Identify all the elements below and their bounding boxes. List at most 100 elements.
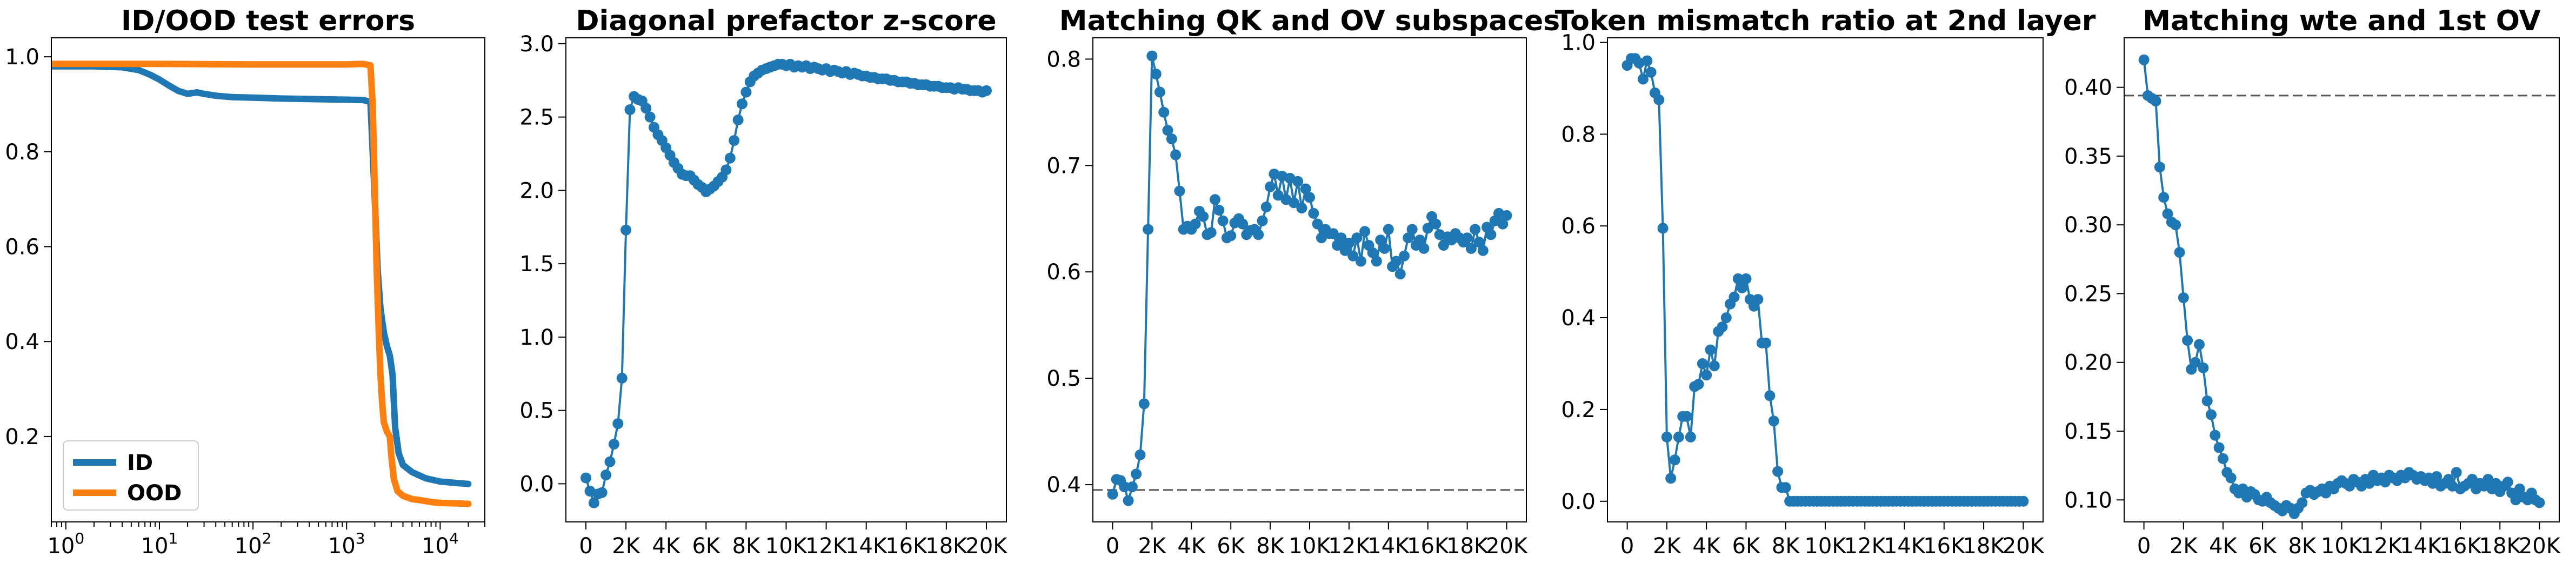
x-tick-label: 14K [2400, 534, 2442, 559]
data-point [1497, 218, 1509, 230]
data-point [640, 103, 652, 114]
data-point [1119, 481, 1130, 492]
data-point [1732, 273, 1744, 284]
data-point [737, 98, 748, 110]
x-tick-label: 10K [765, 534, 808, 559]
x-tick-label: 20K [2519, 534, 2561, 559]
axes-frame [565, 37, 1007, 522]
plot-area [51, 61, 472, 507]
data-point [1260, 202, 1272, 213]
data-point [2154, 162, 2165, 173]
y-tick-label: 1.0 [519, 325, 554, 350]
data-point [1709, 360, 1720, 372]
y-tick-label: 3.0 [519, 32, 554, 57]
data-point [644, 111, 656, 123]
data-point [1316, 232, 1327, 244]
data-point [1501, 210, 1512, 221]
data-point [720, 164, 732, 176]
data-point [1406, 224, 1418, 235]
x-tick-label: 102 [235, 529, 272, 559]
data-point [2138, 54, 2150, 65]
x-tick-label: 2K [1653, 534, 1681, 559]
data-point [1752, 294, 1764, 305]
data-point [1383, 224, 1394, 235]
data-point [2210, 430, 2221, 441]
axes-frame [2124, 37, 2560, 522]
data-point [1737, 282, 1748, 293]
x-tick-label: 2K [2170, 534, 2198, 559]
x-tick-exponent: 1 [169, 529, 178, 547]
x-tick-exponent: 2 [262, 529, 272, 547]
data-point [2213, 442, 2225, 453]
data-point [1308, 207, 1319, 219]
x-tick-label: 4K [1177, 534, 1206, 559]
chart-title: Matching QK and OV subspaces [1059, 5, 1560, 37]
x-tick-base: 10 [141, 534, 169, 559]
data-point [1665, 473, 1677, 484]
data-point [1304, 192, 1315, 203]
data-point [1418, 243, 1430, 254]
x-tick-label: 6K [2248, 534, 2277, 559]
data-point [1422, 223, 1433, 234]
data-point [1343, 238, 1354, 249]
chart-title: ID/OOD test errors [121, 5, 415, 37]
data-point [724, 152, 736, 164]
data-point [1772, 466, 1784, 477]
data-point [1760, 337, 1772, 348]
data-point [616, 372, 628, 384]
y-tick-label: 1.0 [5, 45, 39, 70]
x-tick-label: 8K [1772, 534, 1800, 559]
x-tick-label: 2K [612, 534, 640, 559]
data-point [1375, 234, 1386, 246]
x-tick-label: 20K [1486, 534, 1529, 559]
y-tick-label: 0.0 [519, 472, 554, 497]
data-point [1123, 495, 1134, 506]
y-tick-label: 0.40 [2064, 76, 2112, 100]
x-tick-label: 4K [652, 534, 680, 559]
x-tick-label: 16K [1923, 534, 1966, 559]
x-tick-label: 12K [1328, 534, 1371, 559]
x-tick-label: 100 [47, 529, 84, 559]
x-tick-label: 104 [422, 529, 459, 559]
data-point [1205, 227, 1217, 238]
x-tick-label: 6K [1732, 534, 1761, 559]
data-point [1430, 218, 1442, 230]
data-point [2150, 96, 2161, 107]
x-tick-exponent: 3 [356, 529, 365, 547]
x-tick-label: 8K [2288, 534, 2317, 559]
data-point [1174, 185, 1185, 197]
data-point [608, 439, 619, 450]
data-point [1253, 229, 1264, 240]
data-point [981, 85, 992, 96]
data-point [1697, 358, 1708, 369]
x-tick-label: 8K [1256, 534, 1285, 559]
y-tick-label: 0.2 [5, 425, 39, 450]
y-tick-label: 0.30 [2064, 213, 2112, 238]
data-point [1138, 398, 1150, 410]
x-tick-label: 0 [2137, 534, 2151, 559]
x-tick-label: 14K [1367, 534, 1410, 559]
y-tick-label: 1.5 [519, 252, 554, 277]
data-point [1394, 269, 1406, 280]
data-point [612, 418, 624, 430]
data-point [600, 470, 612, 481]
data-point [1265, 181, 1276, 192]
x-tick-base: 10 [422, 534, 449, 559]
x-tick-base: 10 [235, 534, 262, 559]
data-point [1641, 55, 1653, 66]
data-point [1391, 256, 1402, 267]
axes-frame [51, 37, 485, 522]
x-tick-exponent: 0 [75, 529, 84, 547]
data-point [1143, 224, 1154, 235]
x-tick-exponent: 4 [449, 529, 459, 547]
data-point [2451, 467, 2462, 478]
data-point [1158, 106, 1170, 118]
data-point [1213, 205, 1225, 216]
y-tick-label: 0.6 [1046, 260, 1081, 285]
x-tick-label: 14K [845, 534, 888, 559]
y-tick-label: 0.4 [1561, 306, 1596, 331]
data-point [1461, 232, 1473, 244]
data-point [1473, 237, 1485, 248]
chart-title: Matching wte and 1st OV [2143, 5, 2541, 37]
